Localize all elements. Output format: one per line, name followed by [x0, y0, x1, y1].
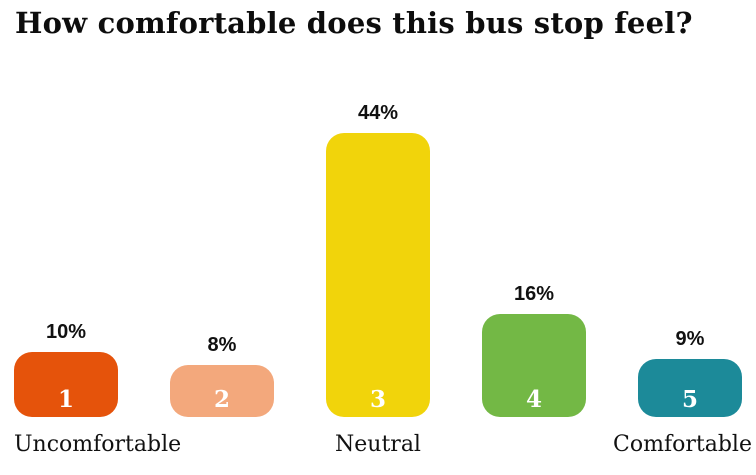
- bar-rating-2: 2: [170, 365, 274, 417]
- bar-number-label: 4: [525, 386, 542, 413]
- x-axis-label-comfortable: Comfortable: [613, 432, 752, 457]
- bar-rating-1: 1: [14, 352, 118, 417]
- bar-rating-5: 5: [638, 359, 742, 417]
- bar-value-label: 44%: [357, 102, 399, 124]
- bar-number-label: 5: [681, 386, 698, 413]
- x-axis-label-neutral: Neutral: [335, 432, 421, 457]
- bar-number-label: 1: [57, 386, 74, 413]
- x-axis-label-uncomfortable: Uncomfortable: [14, 432, 182, 457]
- bar-rating-3: 3: [326, 133, 430, 417]
- bar-number-label: 2: [213, 386, 230, 413]
- chart-title: How comfortable does this bus stop feel?: [15, 6, 693, 40]
- bar-rating-4: 4: [482, 314, 586, 417]
- bar-value-label: 10%: [45, 321, 87, 343]
- bar-value-label: 8%: [207, 334, 237, 356]
- bar-value-label: 16%: [513, 283, 555, 305]
- bar-value-label: 9%: [675, 328, 705, 350]
- bar-number-label: 3: [369, 386, 386, 413]
